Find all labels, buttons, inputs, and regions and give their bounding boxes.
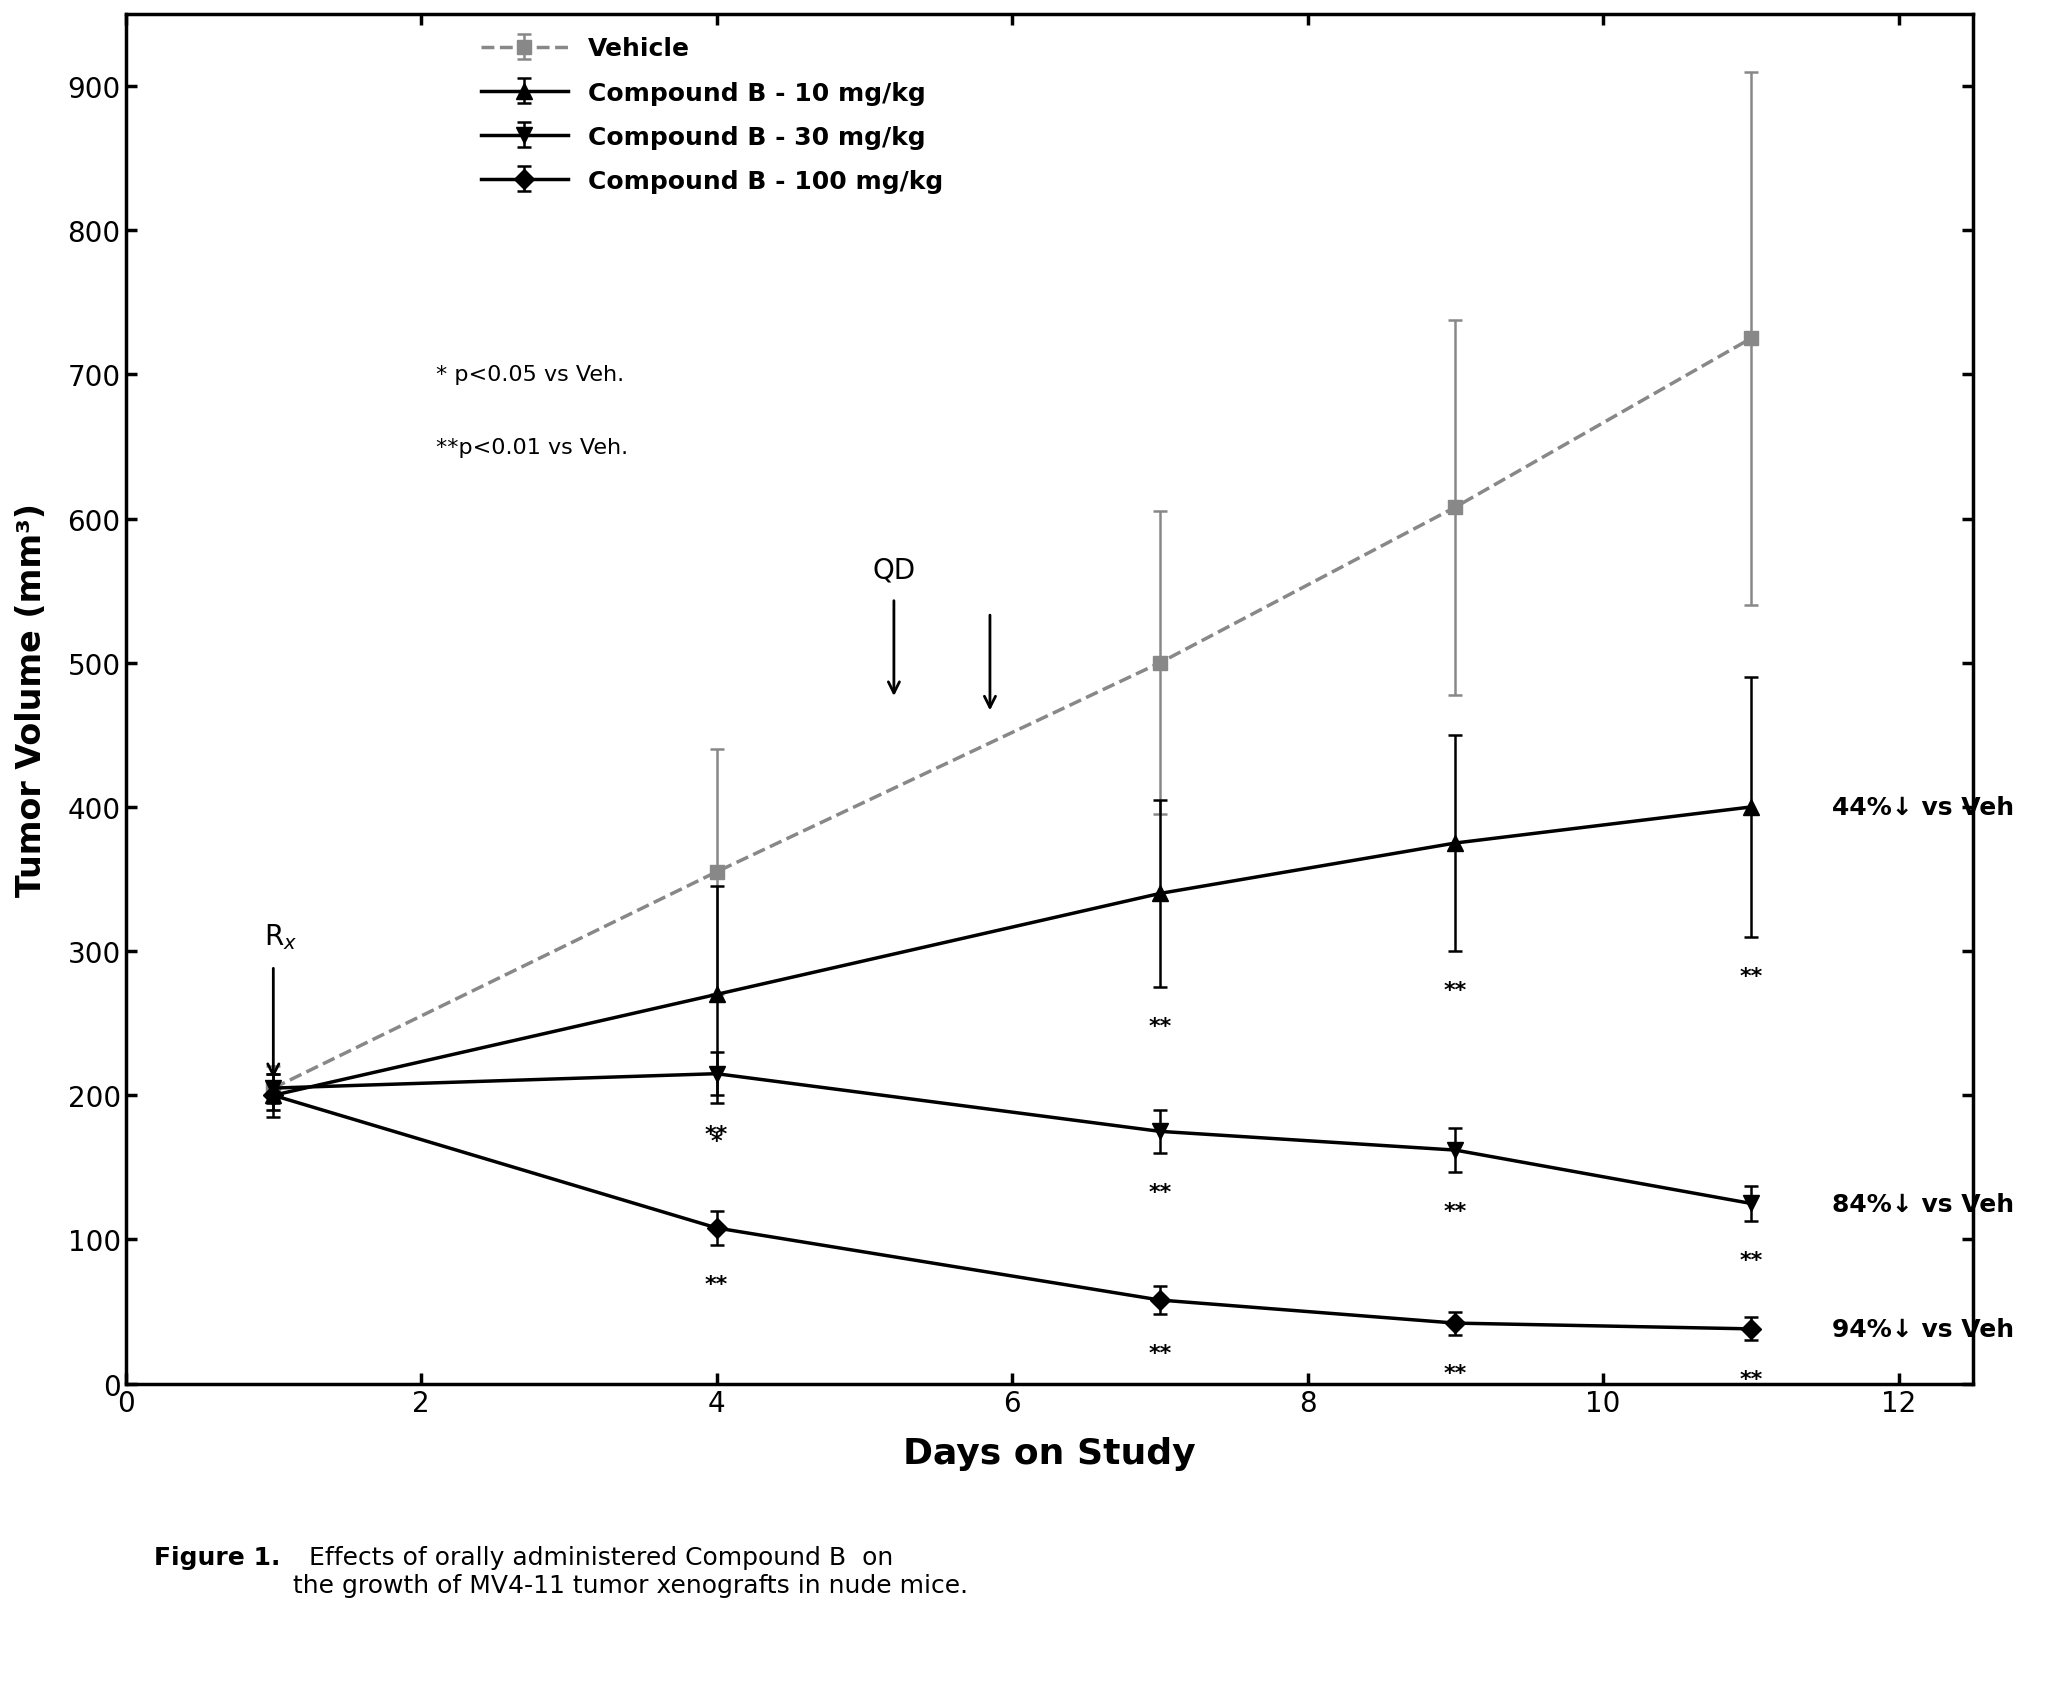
Text: *: * bbox=[711, 1132, 723, 1152]
Text: **: ** bbox=[1740, 966, 1762, 987]
Text: **p<0.01 vs Veh.: **p<0.01 vs Veh. bbox=[436, 437, 627, 457]
Text: **: ** bbox=[705, 1125, 727, 1144]
Text: Figure 1.: Figure 1. bbox=[154, 1545, 281, 1569]
Text: **: ** bbox=[1445, 1364, 1467, 1384]
Text: **: ** bbox=[1445, 1200, 1467, 1221]
Text: **: ** bbox=[1147, 1016, 1172, 1036]
Text: **: ** bbox=[1147, 1343, 1172, 1364]
Text: **: ** bbox=[705, 1275, 727, 1294]
Text: Effects of orally administered Compound B  on
the growth of MV4-11 tumor xenogra: Effects of orally administered Compound … bbox=[293, 1545, 967, 1596]
Text: * p<0.05 vs Veh.: * p<0.05 vs Veh. bbox=[436, 365, 625, 386]
Text: **: ** bbox=[1445, 980, 1467, 1000]
Legend: Vehicle, Compound B - 10 mg/kg, Compound B - 30 mg/kg, Compound B - 100 mg/kg: Vehicle, Compound B - 10 mg/kg, Compound… bbox=[471, 27, 953, 203]
Text: **: ** bbox=[1740, 1250, 1762, 1270]
Y-axis label: Tumor Volume (mm³): Tumor Volume (mm³) bbox=[14, 502, 47, 896]
Text: **: ** bbox=[1740, 1369, 1762, 1389]
Text: 44%↓ vs Veh: 44%↓ vs Veh bbox=[1832, 795, 2014, 819]
X-axis label: Days on Study: Days on Study bbox=[904, 1436, 1195, 1470]
Text: **: ** bbox=[1147, 1183, 1172, 1202]
Text: 84%↓ vs Veh: 84%↓ vs Veh bbox=[1832, 1191, 2014, 1215]
Text: 94%↓ vs Veh: 94%↓ vs Veh bbox=[1832, 1318, 2014, 1342]
Text: QD: QD bbox=[873, 556, 916, 584]
Text: R$_x$: R$_x$ bbox=[264, 922, 297, 951]
